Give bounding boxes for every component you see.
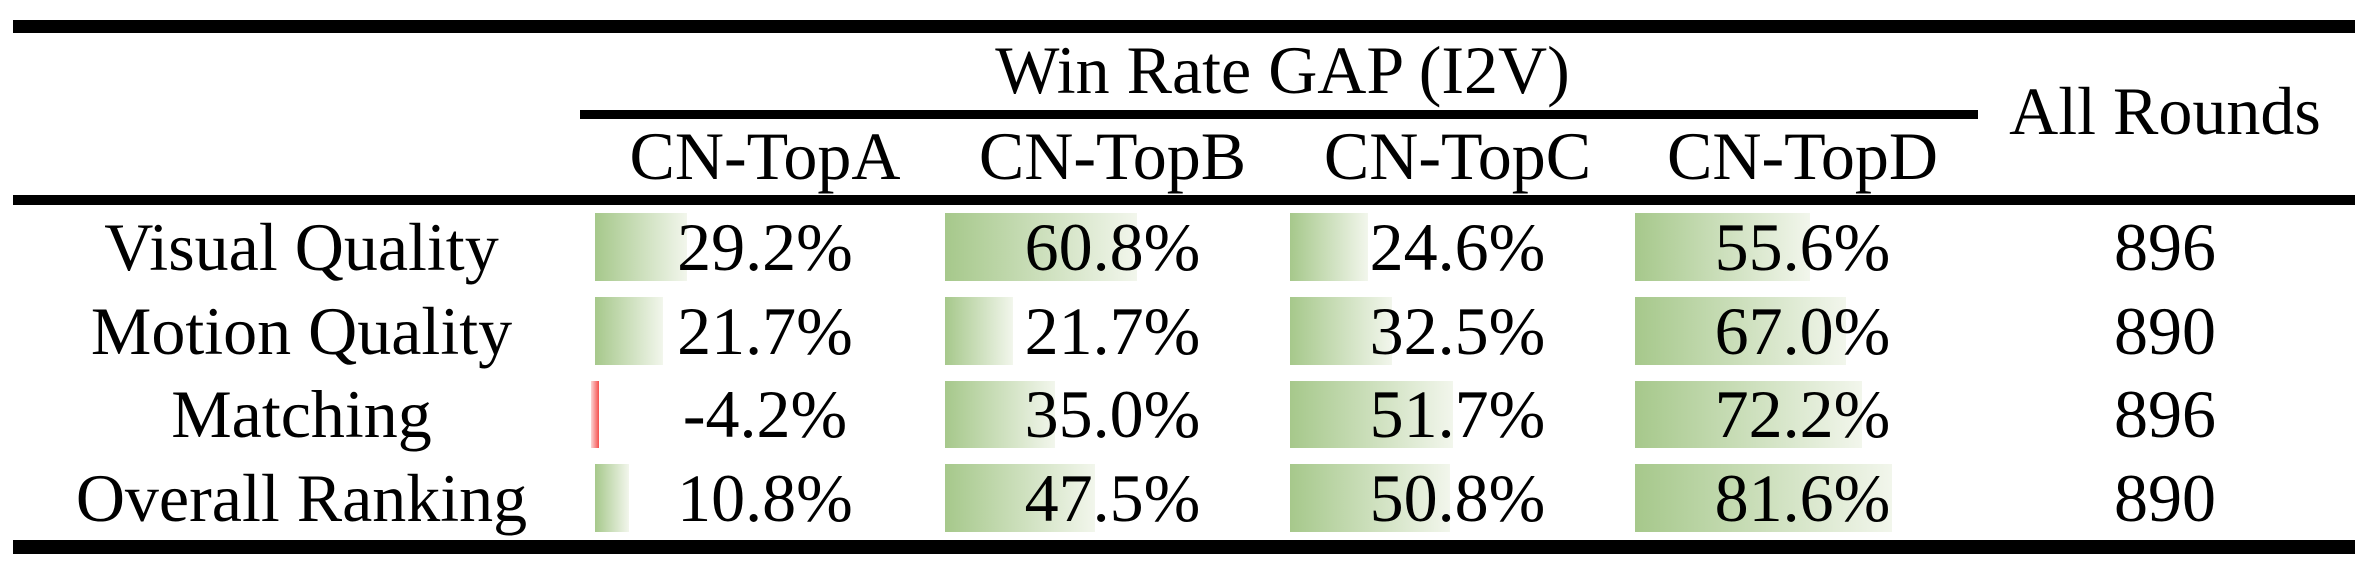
win-rate-value: 55.6% [1714,208,1891,285]
table-cell: 10.8% [590,456,940,540]
row-label-motion-quality: Motion Quality [90,292,513,369]
win-rate-bar [945,464,1095,532]
win-rate-bar [1635,213,1811,281]
table-cell: -4.2% [590,373,940,457]
win-rate-value: 67.0% [1714,292,1891,369]
row-label-matching: Matching [171,376,432,453]
table-cell: 35.0% [940,373,1285,457]
group-header-win-rate-gap: Win Rate GAP (I2V) [995,32,1570,108]
all-rounds-value: 896 [2114,208,2216,285]
win-rate-bar [595,296,664,365]
win-rate-value: 81.6% [1714,460,1891,537]
column-header-all-rounds: All Rounds [2009,73,2321,149]
column-header-cn-topd: CN-TopD [1666,118,1938,194]
win-rate-bar [1635,380,1863,449]
win-rate-bar [1290,380,1453,449]
win-rate-value: 32.5% [1369,292,1546,369]
table-cell: 21.7% [590,289,940,373]
win-rate-bar [945,296,1014,365]
all-rounds-value: 896 [2114,376,2216,453]
win-rate-value: 50.8% [1369,460,1546,537]
group-header-underline-rule [580,110,1978,119]
win-rate-bar [1290,213,1368,281]
column-header-cn-topa: CN-TopA [629,118,901,194]
all-rounds-value: 890 [2114,460,2216,537]
results-table: Win Rate GAP (I2V) All Rounds CN-TopA CN… [13,33,2355,540]
table-cell: 32.5% [1285,289,1630,373]
win-rate-bar [945,213,1137,281]
win-rate-value: 10.8% [677,460,853,537]
win-rate-value: 51.7% [1369,376,1546,453]
table-cell: 55.6% [1630,205,1975,289]
win-rate-value: 60.8% [1024,208,1201,285]
win-rate-value: 72.2% [1714,376,1891,453]
column-header-cn-topc: CN-TopC [1323,118,1592,194]
win-rate-value: 21.7% [1024,292,1201,369]
win-rate-value: 24.6% [1369,208,1546,285]
win-rate-bar [595,213,687,281]
table-top-rule [13,20,2355,33]
row-label-overall-ranking: Overall Ranking [75,460,528,537]
win-rate-value: 35.0% [1024,376,1201,453]
header-separator-rule [13,195,2355,205]
table-cell: 51.7% [1285,373,1630,457]
win-rate-bar-negative [591,380,599,449]
row-label-visual-quality: Visual Quality [104,208,499,285]
win-rate-bar [945,380,1056,449]
win-rate-bar [595,464,629,532]
win-rate-value: 29.2% [677,208,853,285]
table-cell: 47.5% [940,456,1285,540]
table-cell: 29.2% [590,205,940,289]
table-cell: 81.6% [1630,456,1975,540]
table-cell: 50.8% [1285,456,1630,540]
table-cell: 24.6% [1285,205,1630,289]
table-cell: 21.7% [940,289,1285,373]
win-rate-value: 47.5% [1024,460,1201,537]
table-cell: 72.2% [1630,373,1975,457]
table-cell: 60.8% [940,205,1285,289]
all-rounds-value: 890 [2114,292,2216,369]
win-rate-bar [1290,464,1450,532]
win-rate-bar [1635,296,1846,365]
win-rate-value: -4.2% [682,376,848,453]
win-rate-bar [1635,464,1892,532]
win-rate-value: 21.7% [677,292,853,369]
table-bottom-rule [13,540,2355,554]
win-rate-bar [1290,296,1393,365]
table-cell: 67.0% [1630,289,1975,373]
column-header-cn-topb: CN-TopB [978,118,1247,194]
